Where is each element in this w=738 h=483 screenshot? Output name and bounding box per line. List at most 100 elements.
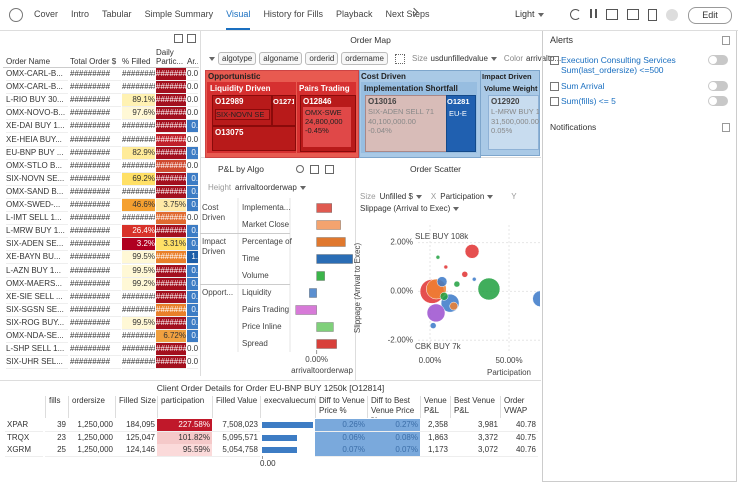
icon[interactable] bbox=[627, 9, 639, 20]
icon[interactable] bbox=[394, 53, 405, 64]
table-cell: ######### bbox=[70, 94, 121, 108]
treemap-order[interactable] bbox=[272, 95, 296, 126]
trash-icon[interactable] bbox=[722, 123, 730, 132]
column-header[interactable]: Order Name bbox=[6, 57, 51, 66]
table-cell: 99.2% bbox=[122, 277, 155, 291]
toggle[interactable] bbox=[708, 55, 728, 65]
column-header[interactable]: fills bbox=[45, 396, 68, 418]
table-cell: 99.5% bbox=[122, 251, 155, 265]
icon[interactable] bbox=[174, 34, 184, 43]
checkbox[interactable] bbox=[550, 56, 559, 65]
theme-select[interactable]: Light bbox=[515, 9, 555, 19]
column-header[interactable]: Order VWAP bbox=[500, 396, 538, 418]
column-header[interactable]: execvaluecum bbox=[260, 396, 315, 418]
column-header[interactable]: Filled Size bbox=[115, 396, 157, 418]
treemap-subgroup-label: Liquidity Driven bbox=[210, 84, 271, 93]
table-cell: 23 bbox=[45, 431, 68, 445]
table-cell: 1,173 bbox=[420, 444, 450, 457]
bar bbox=[316, 237, 346, 247]
control-field[interactable]: Unfilled $ bbox=[380, 192, 422, 201]
details-divider bbox=[0, 380, 541, 381]
icon[interactable] bbox=[648, 9, 657, 21]
alert-label[interactable]: Execution Consulting Services Sum(last_o… bbox=[561, 55, 676, 75]
icon[interactable] bbox=[666, 9, 678, 21]
size-field[interactable]: usdunfilledvalue bbox=[431, 54, 497, 63]
table-cell: 97.6% bbox=[122, 107, 155, 121]
table-cell: 101.82% bbox=[157, 431, 212, 445]
column-header[interactable]: ordersize bbox=[68, 396, 115, 418]
icon[interactable] bbox=[570, 9, 581, 20]
alert-label[interactable]: Sum Arrival bbox=[561, 81, 605, 91]
back-button[interactable] bbox=[9, 8, 23, 22]
nav-tab[interactable]: Playback bbox=[335, 9, 373, 19]
treemap-order-change: -0.04% bbox=[368, 126, 392, 135]
nav-tab[interactable]: Visual bbox=[226, 0, 251, 30]
icon[interactable] bbox=[310, 165, 319, 174]
table-cell: ######### bbox=[70, 330, 121, 343]
toggle-knob bbox=[709, 56, 717, 64]
height-field[interactable]: arrivaltoorderwap bbox=[235, 183, 306, 192]
column-header[interactable]: Total Order $ bbox=[70, 57, 117, 66]
level-chip[interactable]: orderid bbox=[305, 52, 339, 65]
table-cell: ######## bbox=[122, 303, 155, 317]
treemap-order-id: O1271 bbox=[273, 97, 294, 106]
group-label: Opport... bbox=[202, 288, 234, 297]
column-header[interactable]: Diff to Venue Price % bbox=[315, 396, 367, 418]
column-header[interactable]: participation bbox=[157, 396, 212, 418]
order-map-title: Order Map bbox=[350, 35, 391, 45]
nav-tab[interactable]: History for Fills bbox=[263, 9, 323, 19]
point bbox=[532, 290, 540, 307]
checkbox[interactable] bbox=[550, 82, 559, 91]
level-chip[interactable]: ordername bbox=[341, 52, 388, 65]
treemap-order-name: EU-E bbox=[449, 109, 467, 118]
column-header[interactable]: Diff to Best Venue Price % bbox=[367, 396, 420, 418]
control-field[interactable]: Participation bbox=[440, 192, 493, 201]
toggle[interactable] bbox=[708, 81, 728, 91]
column-header[interactable]: Venue P&L bbox=[420, 396, 450, 418]
edit-button[interactable]: Edit bbox=[688, 7, 732, 24]
treemap-group-label: Opportunistic bbox=[208, 72, 261, 81]
point bbox=[429, 322, 437, 329]
bar bbox=[262, 447, 297, 453]
alert-label[interactable]: Sum(fills) <= 5 bbox=[561, 96, 616, 106]
table-cell: 89.1% bbox=[122, 94, 155, 108]
icon[interactable] bbox=[590, 9, 597, 18]
level-chip[interactable]: algotype bbox=[218, 52, 257, 65]
nav-tab[interactable]: Simple Summary bbox=[144, 9, 214, 19]
nav-tab[interactable]: Next Steps bbox=[385, 9, 430, 19]
scatter-title: Order Scatter bbox=[410, 164, 462, 174]
toggle[interactable] bbox=[708, 96, 728, 106]
treemap-order[interactable] bbox=[488, 95, 539, 150]
table-cell: ######## bbox=[156, 107, 186, 121]
column-header[interactable]: Ar... bbox=[187, 57, 198, 66]
column-header[interactable]: % Filled bbox=[122, 57, 151, 66]
icon[interactable] bbox=[187, 34, 196, 43]
control-field[interactable]: Slippage (Arrival to Exec) bbox=[360, 204, 459, 213]
icon[interactable] bbox=[325, 165, 334, 174]
table-cell: 1. bbox=[187, 251, 198, 265]
table-cell: ######### bbox=[70, 264, 121, 278]
table-cell: ######## bbox=[156, 81, 186, 95]
level-chip[interactable]: algoname bbox=[259, 52, 303, 65]
column-header[interactable]: Filled Value bbox=[212, 396, 260, 418]
column-header[interactable]: Best Venue P&L bbox=[450, 396, 500, 418]
treemap-order[interactable] bbox=[446, 95, 476, 152]
table-cell: ######### bbox=[70, 146, 121, 160]
treemap-order[interactable] bbox=[212, 126, 296, 151]
size-label: Size bbox=[411, 54, 428, 63]
nav-tab[interactable]: Cover bbox=[34, 9, 59, 19]
table-cell: 1,250,000 bbox=[68, 419, 115, 432]
table-cell: 0.0 bbox=[187, 159, 198, 173]
color-field[interactable]: arrivalto... bbox=[526, 54, 562, 63]
icon[interactable] bbox=[296, 165, 304, 173]
treemap-order-id: O12920 bbox=[491, 97, 520, 106]
order-table-panel bbox=[2, 31, 201, 376]
trash-icon[interactable] bbox=[722, 36, 730, 45]
checkbox[interactable] bbox=[550, 97, 559, 106]
column-header[interactable]: Daily Partic... bbox=[156, 48, 184, 66]
nav-tab[interactable]: Intro bbox=[71, 9, 90, 19]
nav-tab[interactable]: Tabular bbox=[102, 9, 132, 19]
icon[interactable] bbox=[606, 9, 618, 20]
